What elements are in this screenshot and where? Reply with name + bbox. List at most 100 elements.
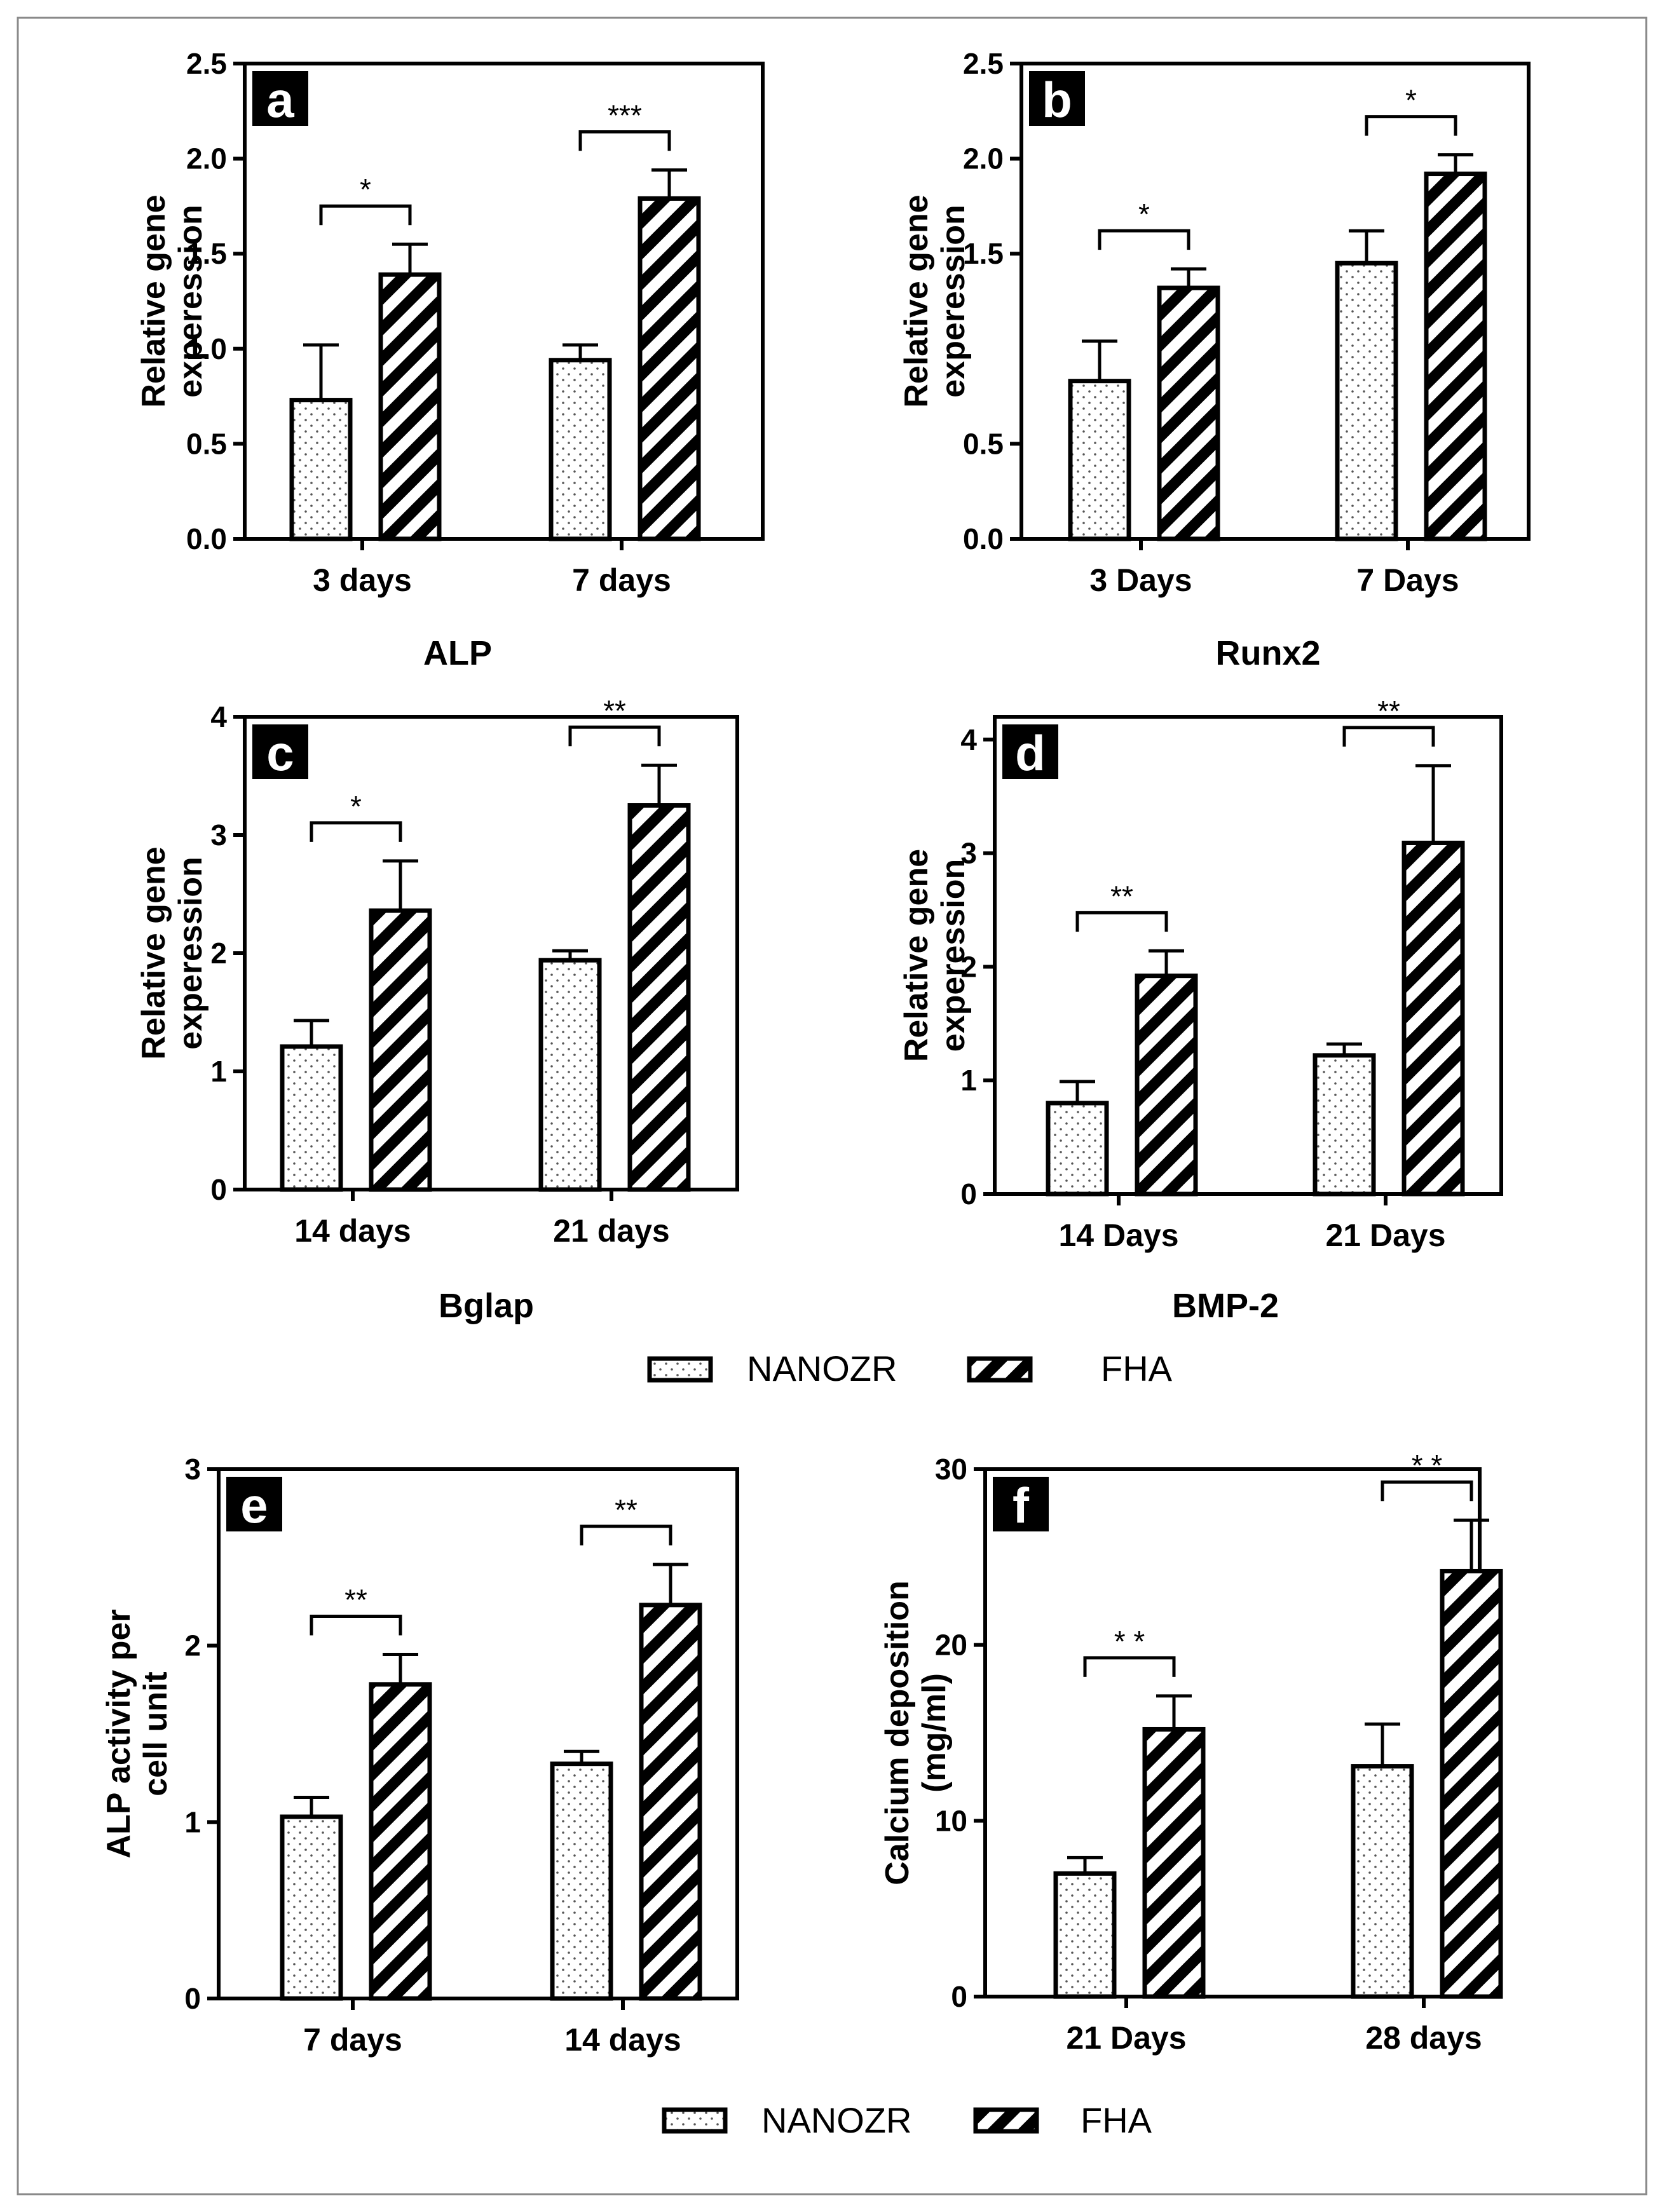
x-tick-label: 14 days — [294, 1213, 411, 1249]
significance-bracket — [310, 1615, 402, 1636]
y-axis-title: Relative geneexperession — [135, 846, 209, 1059]
bar-nanozr — [1351, 1764, 1414, 1999]
x-tick-label: 21 days — [553, 1213, 669, 1249]
y-tick-label: 0 — [960, 1177, 977, 1211]
y-tick-label: 2 — [960, 950, 977, 983]
bar-nanozr — [1335, 261, 1398, 541]
bar-fha — [378, 272, 442, 541]
y-axis-title-line: Relative gene — [898, 849, 935, 1062]
bar-fha — [1401, 840, 1465, 1197]
y-tick-label: 0.0 — [186, 522, 227, 555]
x-tick-label: 7 Days — [1356, 562, 1459, 598]
panel-letter: a — [266, 72, 294, 128]
panel-b: 0.0 0.5 1.5 2.0 2.5 b Relative geneexperession… — [898, 47, 1531, 672]
plot-area-frame — [217, 1467, 739, 2000]
y-tick-label: 3 — [184, 1453, 201, 1486]
plot-area-frame — [1020, 62, 1531, 541]
y-tick-label: 0 — [184, 1982, 201, 2015]
y-tick-label: 2.5 — [963, 47, 1004, 80]
panel-letter-badge — [993, 1477, 1049, 1531]
bar-fha — [1440, 1568, 1503, 1999]
bar-nanozr — [1313, 1053, 1376, 1197]
significance-bracket — [1098, 229, 1190, 250]
legend-swatch-fha — [973, 2107, 1039, 2134]
panel-e: 0 1 2 3 e ALP activity percell unit 7 days ** 14… — [100, 1453, 739, 2058]
x-tick-label: 7 days — [572, 562, 671, 598]
y-axis-title-line: Calcium deposition — [879, 1580, 916, 1885]
x-tick-label: 7 days — [303, 2022, 402, 2058]
significance-bracket — [1381, 1480, 1473, 1502]
y-tick-label: 2.5 — [186, 47, 227, 80]
y-axis-title: Relative geneexperession — [898, 849, 972, 1062]
panel-letter-badge — [252, 724, 308, 779]
plot-area-frame — [993, 715, 1503, 1196]
y-axis-title: Relative geneexperession — [898, 194, 972, 407]
significance-bracket — [580, 1524, 672, 1545]
significance-bracket — [1342, 726, 1435, 747]
significance-bracket — [578, 130, 671, 151]
y-tick-label: 1 — [960, 1064, 977, 1097]
significance-label: * — [1138, 198, 1150, 231]
y-axis-title-line: cell unit — [137, 1671, 174, 1796]
y-axis-title-line: Relative gene — [898, 194, 935, 407]
y-axis-title-line: experession — [172, 205, 209, 398]
bar-fha — [1157, 285, 1220, 541]
y-tick-label: 2.0 — [186, 142, 227, 175]
bar-fha — [639, 1603, 702, 2001]
y-axis-title-line: Relative gene — [135, 846, 172, 1059]
y-tick-label: 4 — [210, 700, 227, 733]
legend-swatch-fha — [967, 1356, 1033, 1383]
x-tick-label: 3 days — [313, 562, 412, 598]
y-tick-label: 1.0 — [186, 332, 227, 365]
bar-nanozr — [280, 1814, 343, 2001]
y-tick-label: 0.5 — [963, 427, 1004, 460]
y-tick-label: 20 — [935, 1629, 967, 1662]
legend-label-fha: FHA — [1081, 2100, 1152, 2140]
legend-label-nanozr: NANOZR — [761, 2100, 911, 2140]
y-axis-title-line: (mg/ml) — [916, 1673, 953, 1793]
y-tick-label: 4 — [960, 723, 977, 756]
significance-label: * — [350, 790, 362, 823]
y-axis-title-line: ALP activity per — [100, 1609, 137, 1858]
panel-letter-badge — [1002, 724, 1058, 779]
legend-swatch-nanozr — [662, 2107, 728, 2134]
y-tick-label: 0 — [951, 1980, 967, 2013]
significance-label: * * — [1114, 1625, 1145, 1658]
panel-letter: e — [240, 1477, 268, 1533]
plot-area-frame — [243, 62, 765, 541]
significance-label: * — [1405, 84, 1417, 117]
y-axis-title: ALP activity percell unit — [100, 1609, 174, 1858]
y-tick-label: 0.0 — [963, 522, 1004, 555]
y-tick-label: 2 — [184, 1629, 201, 1662]
significance-bracket — [1365, 115, 1457, 136]
x-tick-label: 21 Days — [1066, 2020, 1186, 2056]
y-axis-title: Calcium deposition(mg/ml) — [879, 1580, 953, 1885]
gene-title: Runx2 — [1215, 634, 1320, 672]
bar-fha — [1424, 172, 1487, 541]
y-tick-label: 1.5 — [963, 237, 1004, 270]
legend-bottom: NANOZR FHA — [662, 2100, 1152, 2140]
y-axis-title-line: experession — [935, 859, 972, 1052]
significance-label: *** — [608, 99, 642, 132]
x-tick-label: 28 days — [1365, 2020, 1482, 2056]
significance-bracket — [1083, 1656, 1176, 1677]
significance-bracket — [310, 821, 402, 842]
panel-c: 0 1 2 3 4 c Relative geneexperession 14 days * 21… — [135, 694, 739, 1325]
y-axis-title-line: Relative gene — [135, 194, 172, 407]
legend-label-nanozr: NANOZR — [747, 1348, 897, 1388]
bar-fha — [638, 196, 701, 541]
significance-label: * * — [1412, 1449, 1443, 1482]
significance-label: ** — [615, 1493, 638, 1526]
y-axis-title-line: experession — [935, 205, 972, 398]
y-tick-label: 1 — [210, 1055, 227, 1088]
y-tick-label: 1.5 — [186, 237, 227, 270]
bar-fha — [1142, 1727, 1206, 1999]
y-tick-label: 0 — [210, 1173, 227, 1206]
bar-nanozr — [1068, 379, 1131, 541]
bar-nanozr — [1053, 1871, 1117, 1999]
bar-fha — [1135, 974, 1198, 1197]
bar-nanozr — [538, 958, 602, 1192]
significance-bracket — [568, 725, 661, 747]
bar-fha — [369, 908, 432, 1192]
